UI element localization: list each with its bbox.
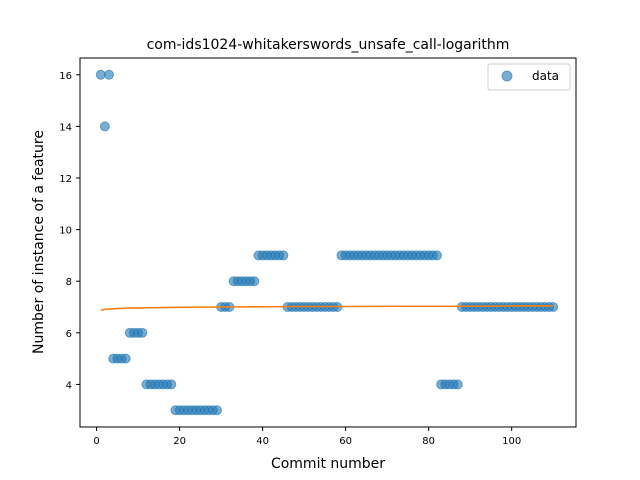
x-tick-label: 20	[173, 436, 186, 447]
y-tick-label: 16	[59, 71, 72, 82]
data-point	[137, 327, 148, 338]
y-tick-label: 6	[66, 329, 72, 340]
y-tick-label: 14	[59, 122, 72, 133]
legend: data	[487, 63, 571, 91]
legend-box	[487, 63, 571, 91]
data-point	[211, 405, 222, 416]
fit-line-layer	[100, 305, 554, 311]
fit-line	[100, 305, 554, 311]
data-point	[104, 69, 115, 80]
x-tick-label: 60	[339, 436, 352, 447]
x-axis: 0 20 40 60 80 100	[93, 427, 521, 447]
legend-marker	[501, 70, 513, 82]
y-tick-label: 10	[59, 226, 72, 237]
x-tick-label: 0	[93, 436, 99, 447]
data-point	[452, 379, 463, 390]
y-tick-label: 12	[59, 174, 72, 185]
x-tick-label: 40	[256, 436, 269, 447]
data-point	[278, 250, 289, 261]
plot-frame	[79, 57, 577, 428]
x-tick-label: 100	[502, 436, 521, 447]
data-point	[95, 69, 106, 80]
data-point	[166, 379, 177, 390]
x-tick-label: 80	[422, 436, 435, 447]
legend-label: data	[532, 69, 559, 83]
data-point	[431, 250, 442, 261]
data-point	[548, 302, 559, 313]
y-tick-label: 8	[66, 277, 72, 288]
y-axis-label: Number of instance of a feature	[31, 130, 47, 354]
data-point	[249, 276, 260, 287]
data-point	[120, 353, 131, 364]
y-axis: 4 6 8 10 12 14 16	[59, 71, 80, 391]
chart-title: com-ids1024-whitakerswords_unsafe_call-l…	[147, 37, 510, 53]
plot-points	[95, 69, 559, 416]
x-axis-label: Commit number	[271, 456, 385, 472]
data-point	[99, 121, 110, 132]
y-tick-label: 4	[66, 380, 72, 391]
